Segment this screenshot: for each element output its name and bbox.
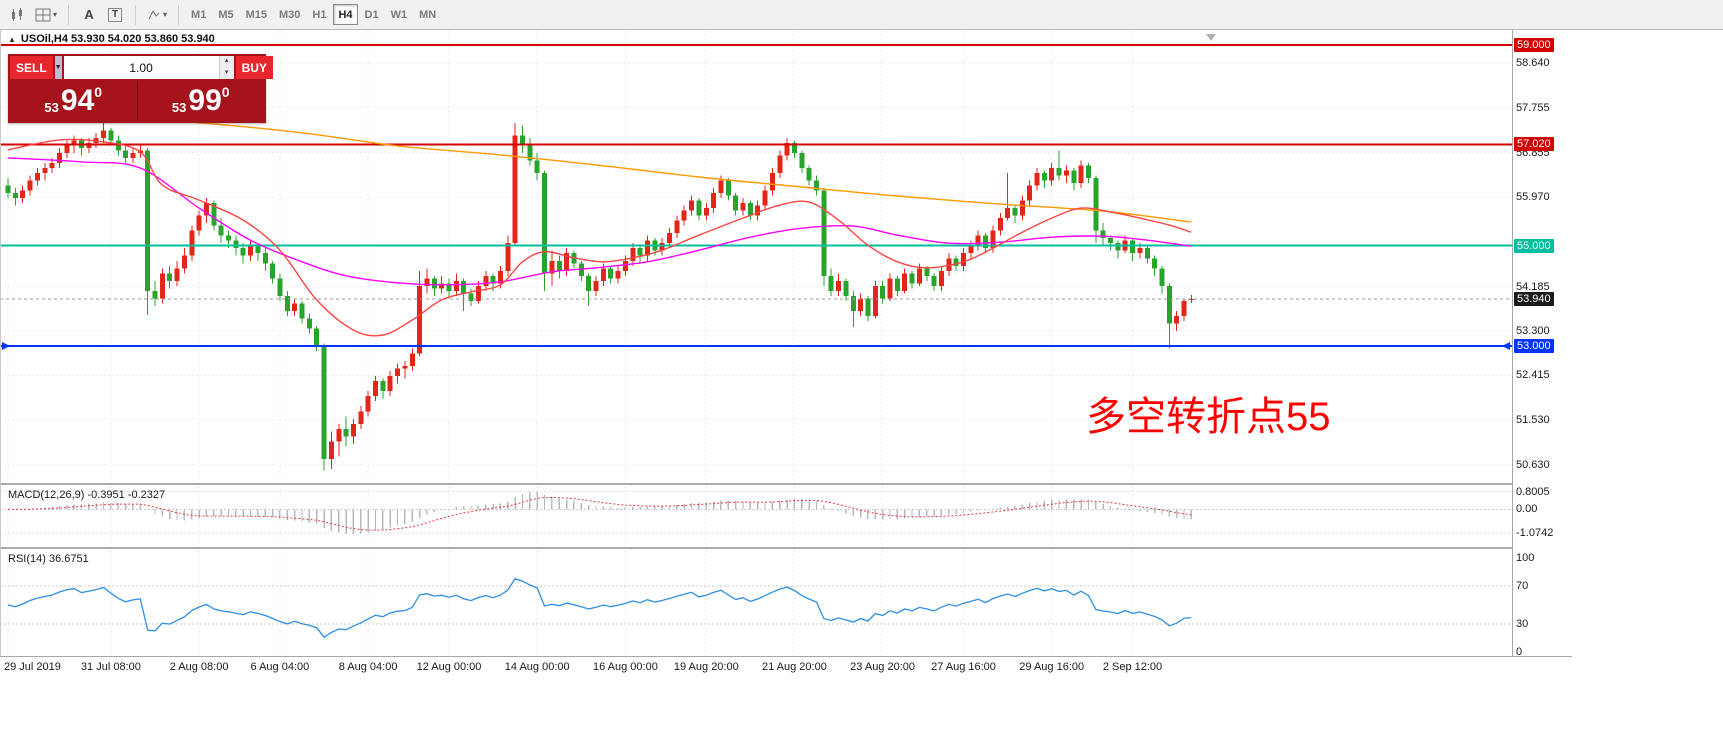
date-label: 6 Aug 04:00	[250, 661, 310, 673]
date-label: 29 Aug 16:00	[1019, 661, 1085, 673]
sell-price-display[interactable]: 53 94 0	[10, 81, 137, 121]
chevron-down-icon: ▾	[53, 10, 58, 19]
cursor-tool-icon[interactable]: ▾	[143, 3, 171, 27]
toolbar-separator	[178, 4, 180, 25]
timeframe-h4[interactable]: H4	[333, 4, 358, 25]
text-tool-icon[interactable]: A	[76, 3, 102, 27]
candles	[5, 122, 1194, 471]
timeframe-m30[interactable]: M30	[274, 4, 305, 25]
macd-tick: -1.0742	[1516, 527, 1554, 540]
chart-header: ▲ USOil,H4 53.930 54.020 53.860 53.940	[8, 33, 215, 45]
buy-price-pips: 99	[188, 84, 222, 117]
toolbar: ▾ A T ▾ M1 M5 M15 M30 H1 H4 D1 W1 MN	[0, 0, 1723, 30]
price-tick: 52.415	[1516, 369, 1550, 382]
date-label: 14 Aug 00:00	[504, 661, 570, 673]
timeframe-h1[interactable]: H1	[307, 4, 331, 25]
date-label: 2 Sep 12:00	[1102, 661, 1163, 673]
chart-type-icon[interactable]	[5, 3, 31, 27]
rsi-tick: 0	[1516, 646, 1523, 658]
date-label: 16 Aug 00:00	[592, 661, 658, 673]
rsi-canvas[interactable]	[0, 550, 1512, 656]
buy-price-int: 53	[171, 100, 187, 115]
buy-price-point: 0	[221, 84, 230, 100]
price-tick: 53.300	[1516, 325, 1550, 337]
timeframe-d1[interactable]: D1	[360, 4, 384, 25]
rsi-tick: 70	[1516, 580, 1529, 593]
macd-tick: 0.8005	[1516, 485, 1550, 498]
macd-label: MACD(12,26,9) -0.3951 -0.2327	[8, 489, 166, 501]
volume-field: ▴ ▾	[63, 56, 234, 79]
chart-annotation-text: 多空转折点55	[1086, 395, 1331, 439]
buy-button[interactable]: BUY	[235, 56, 273, 79]
date-label: 31 Jul 08:00	[80, 661, 141, 673]
price-tick: 54.185	[1516, 280, 1550, 293]
date-label: 2 Aug 08:00	[169, 661, 229, 673]
sell-button[interactable]: SELL	[10, 56, 53, 79]
cursor-glyph	[148, 9, 160, 19]
indicators-icon[interactable]: ▾	[31, 3, 61, 27]
price-divider	[136, 81, 138, 121]
sell-price-int: 53	[44, 100, 59, 115]
template-icon[interactable]: T	[102, 3, 128, 27]
timeframe-m5[interactable]: M5	[213, 4, 238, 25]
toolbar-separator	[68, 4, 70, 25]
grid-glyph	[35, 8, 51, 21]
rsi-line	[7, 577, 1192, 639]
volume-increase-button[interactable]: ▴	[219, 56, 234, 68]
panel-splitter[interactable]	[0, 547, 1572, 549]
macd-canvas[interactable]	[0, 486, 1512, 547]
volume-dropdown[interactable]: ▼	[54, 56, 62, 79]
buy-price-display[interactable]: 53 99 0	[138, 81, 265, 121]
macd-tick: 0.00	[1516, 503, 1538, 516]
timeframe-switcher: M1 M5 M15 M30 H1 H4 D1 W1 MN	[186, 4, 441, 25]
timeframe-w1[interactable]: W1	[386, 4, 413, 25]
sell-price-pips: 94	[60, 84, 95, 117]
volume-input[interactable]	[63, 56, 219, 79]
date-label: 27 Aug 16:00	[931, 661, 996, 673]
chart-shift-marker	[1206, 34, 1216, 41]
panel-splitter[interactable]	[0, 483, 1572, 485]
time-axis[interactable]: 29 Jul 2019 31 Jul 08:00 2 Aug 08:00 6 Aug …	[0, 656, 1572, 681]
rsi-tick: 30	[1516, 617, 1529, 630]
date-label: 29 Jul 2019	[4, 661, 61, 673]
macd-signal-line	[8, 496, 1192, 531]
rsi-label: RSI(14) 36.6751	[8, 553, 89, 565]
timeframe-m1[interactable]: M1	[186, 4, 211, 25]
toolbar-separator	[135, 4, 137, 25]
volume-spinner: ▴ ▾	[218, 56, 234, 79]
price-tick: 55.970	[1516, 191, 1550, 204]
ma-slow	[7, 111, 1192, 223]
chart-left-border	[0, 30, 1, 656]
date-label: 19 Aug 20:00	[673, 661, 739, 673]
one-click-trading-panel: SELL ▼ ▴ ▾ BUY 53 94 0 53 99	[8, 54, 273, 123]
price-tick: 57.755	[1516, 101, 1550, 114]
date-label: 12 Aug 00:00	[416, 661, 482, 673]
candlestick-glyph	[12, 7, 22, 21]
chevron-down-icon: ▾	[163, 10, 168, 19]
sell-price-point: 0	[94, 84, 103, 100]
date-label: 21 Aug 20:00	[761, 661, 827, 673]
chart-symbol-ohlc: USOil,H4 53.930 54.020 53.860 53.940	[20, 33, 215, 45]
chevron-down-icon: ▼	[54, 64, 62, 71]
hline-price-label: 57.020	[1514, 137, 1554, 152]
ma-fast	[7, 138, 1192, 337]
timeframe-m15[interactable]: M15	[241, 4, 272, 25]
date-label: 8 Aug 04:00	[338, 661, 398, 673]
hline-price-label: 53.000	[1514, 339, 1554, 353]
price-tick: 58.640	[1516, 57, 1550, 70]
hline-price-label: 55.000	[1514, 238, 1554, 253]
timeframe-mn[interactable]: MN	[414, 4, 441, 25]
volume-decrease-button[interactable]: ▾	[219, 67, 234, 79]
bid-price-label: 53.940	[1514, 291, 1554, 306]
ma-medium	[7, 157, 1192, 286]
template-glyph: T	[107, 7, 123, 22]
collapse-panel-icon[interactable]: ▲	[8, 34, 16, 44]
hline-price-label: 59.000	[1514, 38, 1554, 52]
rsi-tick: 100	[1516, 552, 1535, 564]
price-axis[interactable]: 58.640 57.755 56.855 55.970 54.185 53.300 52.4…	[1512, 30, 1573, 658]
price-tick: 50.630	[1516, 458, 1550, 471]
date-label: 23 Aug 20:00	[850, 661, 916, 673]
price-tick: 51.530	[1516, 413, 1550, 426]
